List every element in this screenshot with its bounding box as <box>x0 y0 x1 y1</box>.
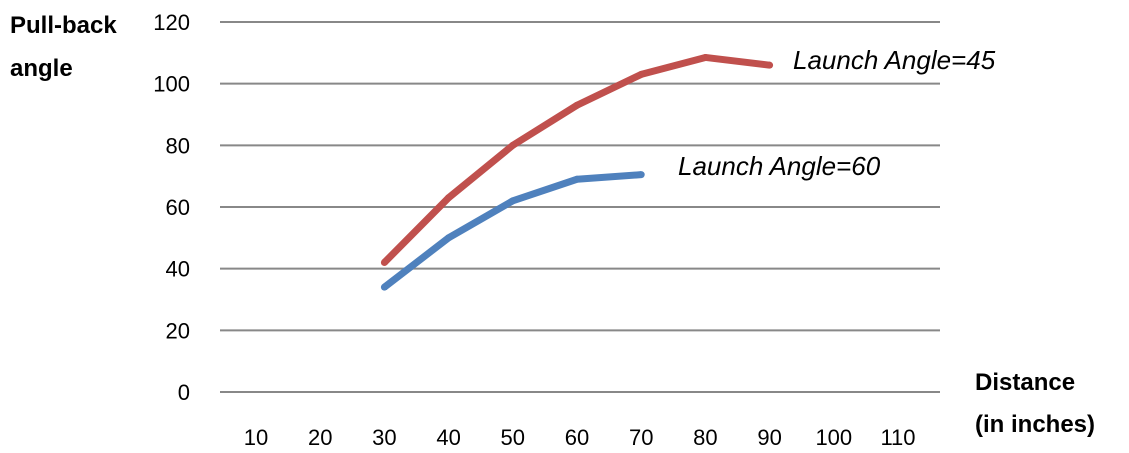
y-tick-label-40: 40 <box>166 257 190 282</box>
series-2-point-60 <box>573 175 581 183</box>
series-2-point-30 <box>380 283 388 291</box>
series-lines <box>380 53 774 291</box>
x-tick-label-100: 100 <box>815 425 852 450</box>
series-1-point-30 <box>380 259 388 266</box>
y-axis-ticks: 0 20 40 60 80 100 120 <box>153 10 190 405</box>
series-1-point-70 <box>637 70 645 78</box>
x-tick-label-30: 30 <box>372 425 396 450</box>
series-2-point-40 <box>445 234 453 242</box>
x-tick-label-110: 110 <box>880 425 915 450</box>
y-tick-label-20: 20 <box>166 318 190 343</box>
y-axis-title-line-2: angle <box>10 55 73 82</box>
y-tick-label-0: 0 <box>178 380 190 405</box>
y-tick-label-120: 120 <box>153 10 190 35</box>
series-2-point-50 <box>509 197 517 205</box>
series-1-point-80 <box>701 53 709 61</box>
x-tick-label-10: 10 <box>244 425 268 450</box>
x-axis-title-line-1: Distance <box>975 369 1075 396</box>
series-label-1: Launch Angle=45 <box>793 45 996 75</box>
y-axis-title-line-1: Pull-back <box>10 12 117 39</box>
x-axis-ticks: 10 20 30 40 50 60 70 80 90 100 110 <box>244 425 916 450</box>
y-tick-label-60: 60 <box>166 195 190 220</box>
y-tick-label-80: 80 <box>166 133 190 158</box>
x-tick-label-20: 20 <box>308 425 332 450</box>
gridlines <box>220 21 940 393</box>
x-tick-label-90: 90 <box>757 425 781 450</box>
series-1-point-50 <box>509 141 517 149</box>
series-labels: Launch Angle=45 Launch Angle=60 <box>678 45 996 181</box>
series-label-2: Launch Angle=60 <box>678 151 881 181</box>
y-tick-label-100: 100 <box>153 72 190 97</box>
series-1-point-40 <box>445 194 453 202</box>
x-tick-label-70: 70 <box>629 425 653 450</box>
x-tick-label-80: 80 <box>693 425 717 450</box>
x-tick-label-40: 40 <box>436 425 460 450</box>
series-1-point-60 <box>573 101 581 109</box>
x-tick-label-60: 60 <box>565 425 589 450</box>
series-2-point-70 <box>637 171 645 179</box>
series-1-point-90 <box>766 61 774 69</box>
x-axis-title-line-2: (in inches) <box>975 411 1095 438</box>
series-line-2 <box>382 171 642 290</box>
x-tick-label-50: 50 <box>501 425 525 450</box>
